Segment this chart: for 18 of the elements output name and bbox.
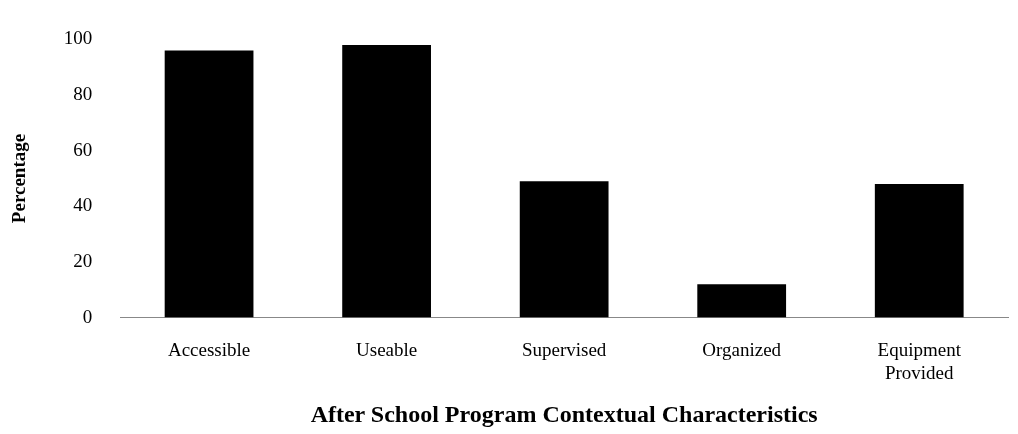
y-tick-label: 80 [73, 83, 93, 105]
y-tick-label: 60 [73, 138, 93, 160]
y-tick-label: 100 [63, 27, 93, 49]
y-tick-label: 0 [82, 305, 93, 327]
bar [342, 44, 431, 318]
x-tick-label: Useable [356, 338, 418, 360]
y-tick-label: 20 [73, 249, 93, 271]
y-tick-label: 40 [73, 194, 93, 216]
bar [164, 50, 254, 318]
y-axis-title: Percentage [8, 133, 30, 224]
bar [519, 181, 609, 318]
x-tick-label: Organized [702, 338, 782, 360]
bar [697, 284, 787, 318]
x-axis-title: After School Program Contextual Characteristics [310, 400, 818, 427]
x-tick-label: Accessible [167, 338, 251, 360]
bar [874, 184, 964, 318]
x-tick-label: Supervised [521, 338, 607, 360]
x-tick-label: Equipment Provided [877, 338, 962, 383]
